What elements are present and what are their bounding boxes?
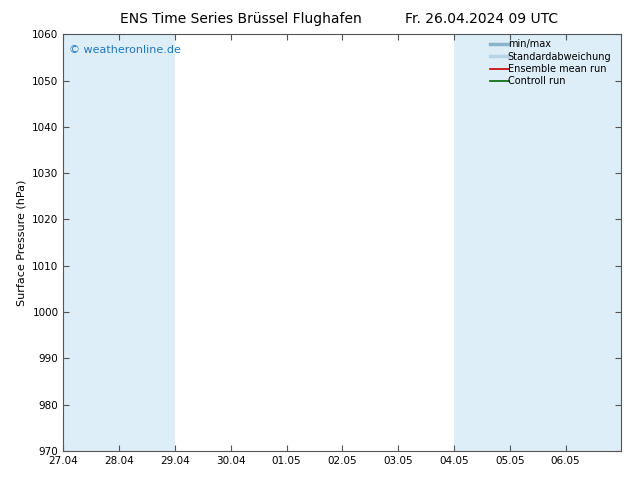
Bar	[454, 34, 621, 451]
Bar	[63, 34, 175, 451]
Y-axis label: Surface Pressure (hPa): Surface Pressure (hPa)	[16, 179, 27, 306]
Text: ENS Time Series Brüssel Flughafen: ENS Time Series Brüssel Flughafen	[120, 12, 362, 26]
Legend: min/max, Standardabweichung, Ensemble mean run, Controll run: min/max, Standardabweichung, Ensemble me…	[488, 37, 618, 88]
Text: Fr. 26.04.2024 09 UTC: Fr. 26.04.2024 09 UTC	[405, 12, 559, 26]
Text: © weatheronline.de: © weatheronline.de	[69, 45, 181, 55]
